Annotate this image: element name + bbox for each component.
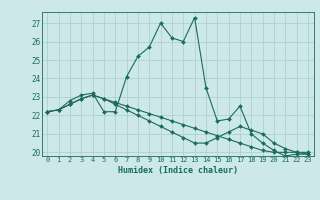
X-axis label: Humidex (Indice chaleur): Humidex (Indice chaleur) <box>118 166 237 175</box>
